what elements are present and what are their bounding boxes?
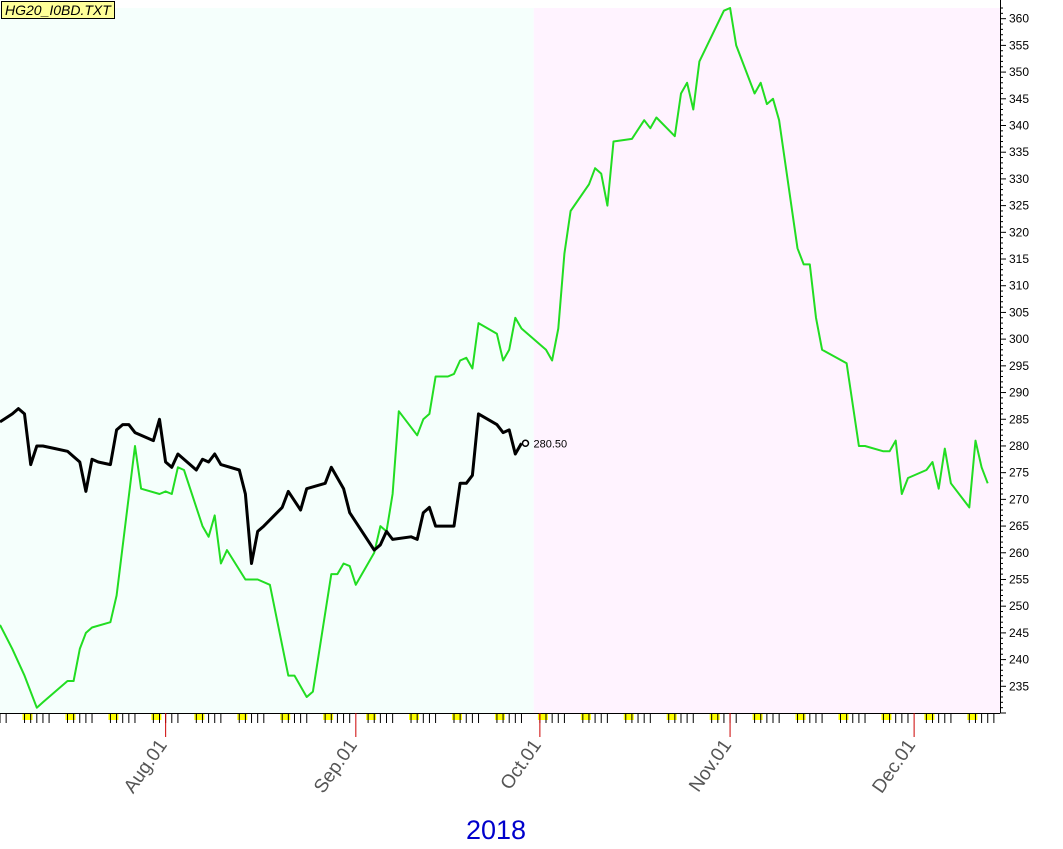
week-marker <box>494 714 505 720</box>
file-name-label: HG20_I0BD.TXT <box>1 1 115 19</box>
week-marker <box>924 714 935 720</box>
y-tick-label: 295 <box>1009 359 1029 373</box>
y-tick-label: 330 <box>1009 172 1029 186</box>
green-series-line <box>0 7 989 709</box>
x-axis-year-label: 2018 <box>466 815 527 845</box>
y-tick-label: 280 <box>1009 439 1029 453</box>
y-tick-label: 315 <box>1009 252 1029 266</box>
y-tick-label: 265 <box>1009 519 1029 533</box>
y-tick-label: 285 <box>1009 412 1029 426</box>
week-marker <box>451 714 462 720</box>
y-tick-label: 355 <box>1009 38 1029 52</box>
week-marker <box>151 714 162 720</box>
week-marker <box>280 714 291 720</box>
week-marker <box>323 714 334 720</box>
week-marker <box>537 714 548 720</box>
week-marker <box>65 714 76 720</box>
week-marker <box>838 714 849 720</box>
x-tick-label: Nov.01 <box>685 736 736 796</box>
y-tick-label: 260 <box>1009 546 1029 560</box>
week-marker <box>22 714 33 720</box>
x-tick-label: Aug.01 <box>120 736 172 797</box>
x-tick-label: Dec.01 <box>868 736 920 797</box>
y-tick-label: 350 <box>1009 65 1029 79</box>
week-marker <box>967 714 978 720</box>
week-marker <box>709 714 720 720</box>
y-tick-label: 360 <box>1009 12 1029 26</box>
x-tick-label: Sep.01 <box>310 736 362 797</box>
y-tick-label: 305 <box>1009 305 1029 319</box>
last-value-dot <box>521 439 530 448</box>
y-tick-label: 270 <box>1009 492 1029 506</box>
y-tick-label: 310 <box>1009 279 1029 293</box>
week-marker <box>194 714 205 720</box>
y-tick-label: 325 <box>1009 199 1029 213</box>
week-marker <box>237 714 248 720</box>
week-marker <box>881 714 892 720</box>
y-tick-label: 235 <box>1009 679 1029 693</box>
y-tick-label: 250 <box>1009 599 1029 613</box>
y-tick-label: 290 <box>1009 386 1029 400</box>
future-period-background <box>533 8 1000 713</box>
x-axis: Aug.01 Sep.01 Oct.01 Nov.01 Dec.01 <box>0 713 995 797</box>
week-marker <box>108 714 119 720</box>
y-tick-label: 245 <box>1009 626 1029 640</box>
x-tick-label: Oct.01 <box>497 736 546 794</box>
y-tick-label: 335 <box>1009 145 1029 159</box>
week-marker <box>580 714 591 720</box>
last-value-label: 280.50 <box>533 438 567 450</box>
y-axis: 235 240 245 250 255 260 265 270 275 280 285 290 295 3… <box>1000 7 1029 714</box>
y-tick-label: 340 <box>1009 119 1029 133</box>
y-tick-label: 275 <box>1009 466 1029 480</box>
week-marker <box>409 714 420 720</box>
y-tick-label: 255 <box>1009 572 1029 586</box>
week-marker <box>623 714 634 720</box>
week-marker <box>752 714 763 720</box>
black-series-line <box>0 407 523 565</box>
past-period-background <box>0 8 534 713</box>
y-tick-label: 300 <box>1009 332 1029 346</box>
week-marker <box>366 714 377 720</box>
y-tick-label: 240 <box>1009 653 1029 667</box>
y-tick-label: 320 <box>1009 225 1029 239</box>
y-tick-label: 345 <box>1009 92 1029 106</box>
week-marker <box>666 714 677 720</box>
week-marker <box>795 714 806 720</box>
last-value-marker: 280.50 <box>521 438 567 450</box>
series-layer <box>0 7 989 709</box>
